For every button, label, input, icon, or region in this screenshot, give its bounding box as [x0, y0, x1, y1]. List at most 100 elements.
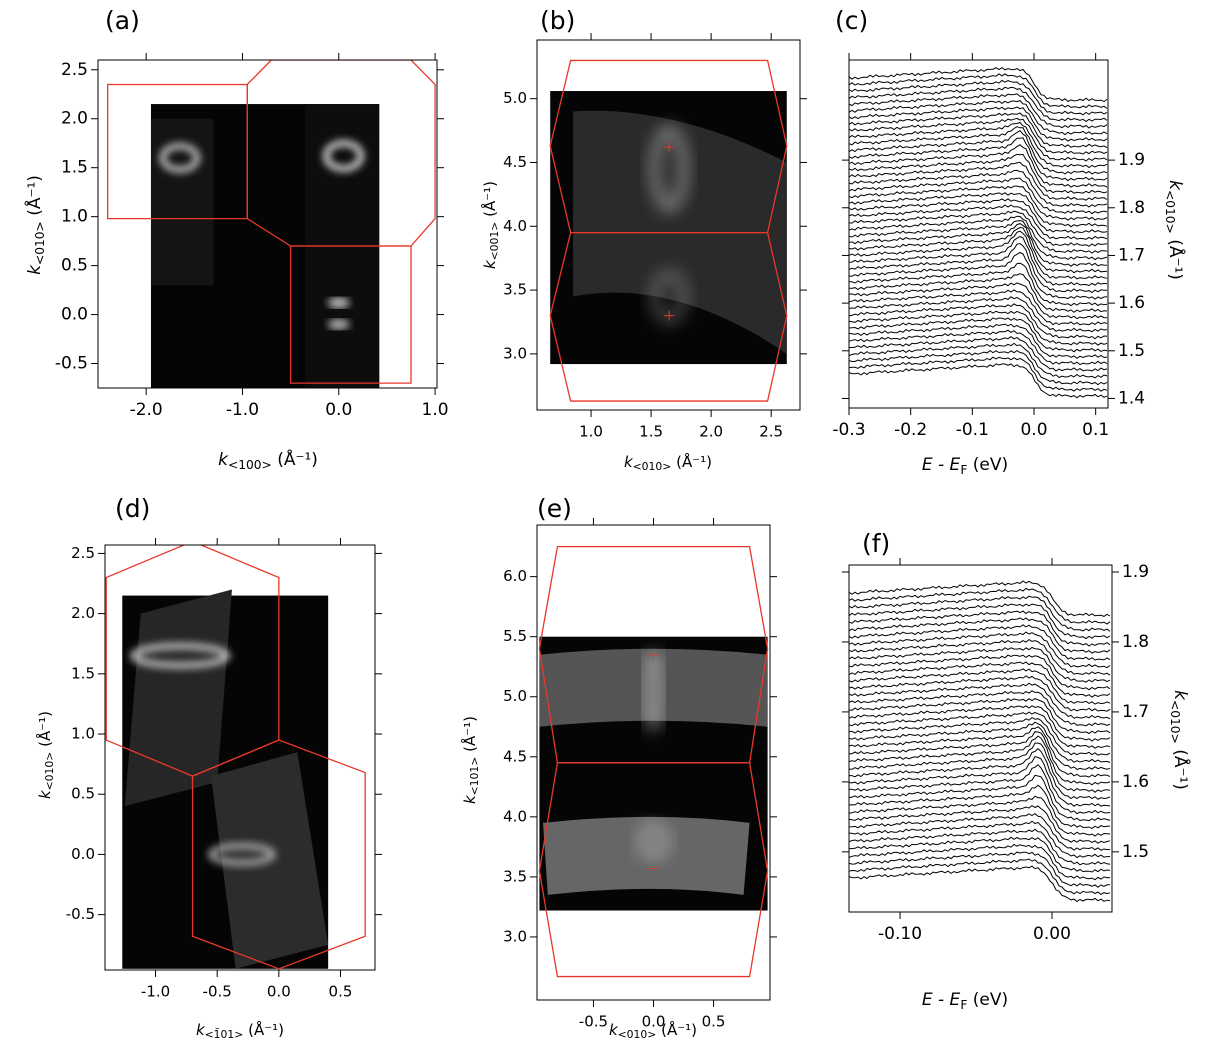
edc-curve — [849, 748, 1111, 800]
x-tick-label: 2.5 — [759, 423, 783, 441]
y-tick-label: 1.7 — [1118, 245, 1145, 265]
x-tick-label: -2.0 — [130, 400, 163, 420]
marker-cross — [664, 142, 675, 153]
edc-curve — [849, 289, 1108, 326]
plot-frame — [97, 59, 438, 389]
edc-curve — [849, 654, 1111, 691]
edc-curve — [849, 144, 1108, 188]
edc-curve — [849, 86, 1108, 123]
edc-curve — [849, 698, 1111, 735]
axis-subscript: <101> — [468, 757, 481, 796]
x-tick-label: 1.0 — [579, 423, 603, 441]
axis-symbol: k — [481, 259, 499, 269]
axis-unit: (Å⁻¹) — [277, 448, 318, 470]
edc-curve — [849, 774, 1111, 822]
intensity-feature — [130, 643, 231, 669]
edc-curve — [849, 668, 1111, 705]
edc-curve — [849, 610, 1111, 647]
intensity-feature — [323, 140, 364, 172]
plot-area — [105, 545, 366, 970]
x-tick-label: 0.5 — [702, 1013, 726, 1031]
axis-unit: (Å⁻¹) — [661, 1020, 697, 1039]
x-tick-label: -0.2 — [894, 420, 927, 440]
edc-curve — [849, 230, 1108, 280]
edc-curve — [849, 310, 1108, 346]
y-tick-label: 1.5 — [1122, 842, 1149, 862]
y-tick-label: 1.6 — [1122, 772, 1149, 792]
edc-curve — [849, 282, 1108, 320]
x-tick-label: 0.0 — [267, 983, 291, 1001]
edc-curve — [849, 858, 1111, 896]
y-tick-label: 1.7 — [1122, 702, 1149, 722]
axis-unit: (Å⁻¹) — [1170, 749, 1192, 790]
edc-curve — [849, 731, 1111, 778]
intensity-feature — [328, 296, 350, 309]
x-tick-label: 0.1 — [1082, 420, 1109, 440]
intensity-feature — [159, 143, 201, 173]
panel-label: (b) — [540, 6, 575, 35]
axis-subscript: F — [960, 998, 967, 1012]
y-tick-label: 1.5 — [71, 664, 95, 682]
axis-symbol: k — [1165, 180, 1185, 191]
axis-unit: (Å⁻¹) — [1165, 239, 1187, 280]
axis-subscript: <1̄01> — [205, 1028, 244, 1041]
edc-curve — [849, 226, 1108, 274]
y-tick-label: 2.0 — [71, 604, 95, 622]
panel-label: (c) — [835, 6, 868, 35]
y-label: k<010> (Å⁻¹) — [35, 711, 57, 799]
zone-boundary — [191, 739, 366, 970]
edc-curve — [849, 79, 1108, 116]
y-tick-label: 5.5 — [503, 627, 527, 645]
x-tick-label: -0.1 — [956, 420, 989, 440]
edc-curve — [849, 363, 1108, 399]
plot-frame — [848, 564, 1113, 913]
panel-label: (a) — [105, 6, 140, 35]
edc-curve — [849, 73, 1108, 109]
edc-curve — [849, 820, 1111, 859]
marker-cross — [664, 310, 675, 321]
edc-curve — [849, 335, 1108, 372]
edc-curve — [849, 262, 1108, 307]
y-tick-label: 3.0 — [503, 927, 527, 945]
edc-curve — [849, 784, 1111, 829]
plot-area — [849, 580, 1111, 903]
edc-curve — [849, 587, 1111, 625]
y-tick-label: 1.5 — [1118, 341, 1145, 361]
edc-curve — [849, 215, 1108, 254]
y-tick-label: 3.5 — [503, 867, 527, 885]
marker-cross — [648, 649, 659, 660]
edc-curve — [849, 595, 1111, 632]
x-tick-label: -0.10 — [878, 924, 922, 944]
edc-curve — [849, 735, 1111, 786]
x-label: k<010> (Å⁻¹) — [624, 452, 712, 474]
edc-curve — [849, 828, 1111, 866]
x-tick-label: 1.5 — [639, 423, 663, 441]
edc-curve — [849, 137, 1108, 182]
plot-area — [538, 545, 769, 978]
edc-curve — [849, 296, 1108, 333]
edc-curve — [849, 812, 1111, 851]
edc-curve — [849, 711, 1111, 749]
intensity-feature — [328, 318, 350, 331]
panel-label: (f) — [862, 529, 890, 558]
edc-curve — [849, 169, 1108, 208]
y-tick-label: 1.4 — [1118, 388, 1145, 408]
edc-curve — [849, 804, 1111, 844]
y-tick-label: -0.5 — [55, 354, 88, 374]
y-tick-label: 1.9 — [1118, 150, 1145, 170]
edc-curve — [849, 323, 1108, 359]
axis-subscript: <001> — [488, 222, 501, 261]
edc-curve — [849, 726, 1111, 771]
plot-area — [549, 59, 788, 402]
x-tick-label: -0.3 — [832, 420, 865, 440]
axis-unit: (Å⁻¹) — [480, 181, 499, 217]
edc-curve — [849, 153, 1108, 194]
edc-curve — [849, 690, 1111, 727]
y-tick-label: 2.0 — [61, 109, 88, 129]
edc-curve — [849, 242, 1107, 294]
intensity-feature — [638, 823, 669, 859]
plot-area — [106, 60, 436, 388]
x-tick-label: -0.5 — [203, 983, 232, 1001]
panel: -2.0 -1.0 0.0 1.0 -0.5 0.0 0.5 1.0 1.5 2.0 2.5 (a) k… — [23, 6, 449, 472]
